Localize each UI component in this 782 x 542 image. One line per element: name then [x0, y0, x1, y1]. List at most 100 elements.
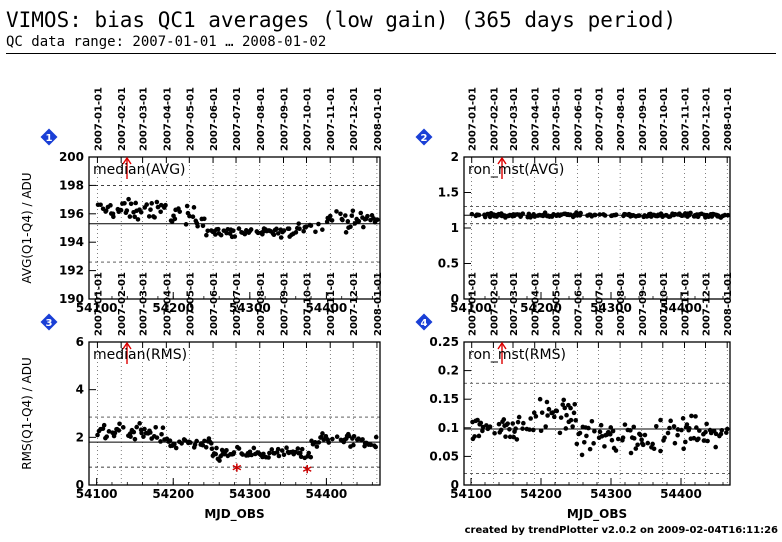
page-title: VIMOS: bias QC1 averages (low gain) (365…	[6, 8, 677, 32]
data-point	[579, 452, 585, 458]
data-point	[507, 426, 512, 432]
plot-frame	[463, 341, 731, 486]
data-point	[160, 425, 166, 431]
data-point	[668, 418, 673, 424]
data-point	[118, 207, 124, 213]
data-point	[658, 417, 663, 423]
date-tick-label: 2007-10-01	[302, 87, 313, 151]
date-tick-label: 2007-04-01	[162, 272, 173, 336]
data-point	[622, 422, 628, 427]
data-point	[543, 424, 548, 429]
data-point	[675, 427, 681, 432]
data-point	[351, 433, 357, 439]
y-tick-label: 0.25	[429, 335, 459, 349]
data-point	[492, 430, 497, 436]
data-point	[191, 205, 197, 210]
data-point	[202, 438, 207, 444]
x-axis-label: MJD_OBS	[204, 507, 264, 522]
data-point	[293, 230, 299, 235]
data-point	[531, 427, 536, 433]
date-tick-label: 2007-05-01	[552, 272, 563, 336]
data-point	[320, 431, 325, 436]
data-point	[705, 438, 710, 444]
data-point	[117, 421, 122, 427]
data-point	[338, 211, 343, 217]
data-point	[586, 425, 591, 431]
data-point	[527, 427, 532, 432]
data-point	[631, 436, 637, 441]
y-tick-label: 4	[76, 383, 84, 397]
data-point	[153, 425, 159, 430]
date-tick-label: 2007-06-01	[573, 272, 584, 336]
data-point	[521, 420, 526, 426]
data-point	[348, 224, 353, 230]
date-tick-label: 2007-05-01	[185, 272, 196, 336]
data-point	[587, 446, 593, 452]
panel-2: 2007-01-01 2007-02-01 2007-03-01 2007-04-01…	[415, 87, 734, 315]
data-point	[628, 428, 633, 433]
date-tick-label: 2007-02-01	[489, 272, 500, 336]
data-point	[528, 416, 533, 421]
date-tick-label: 2007-10-01	[659, 272, 670, 336]
data-point	[134, 424, 140, 430]
data-point	[578, 210, 583, 216]
data-point	[209, 446, 215, 452]
data-point	[478, 420, 484, 426]
y-tick-label: 0.05	[429, 449, 459, 463]
data-point	[269, 447, 275, 452]
arrow-head	[122, 156, 132, 165]
data-point	[149, 201, 155, 206]
date-tick-label: 2007-03-01	[509, 272, 520, 336]
data-point	[680, 416, 686, 421]
date-tick-label: 2007-07-01	[232, 272, 243, 336]
data-point	[329, 218, 335, 223]
date-tick-label: 2007-03-01	[139, 87, 150, 151]
data-point	[163, 202, 168, 208]
data-point	[724, 426, 730, 432]
data-point	[298, 450, 303, 456]
data-point	[351, 442, 356, 448]
data-point	[498, 427, 504, 433]
y-tick-label: 0	[451, 292, 459, 306]
data-point	[514, 437, 520, 442]
data-point	[638, 432, 643, 438]
data-point	[158, 439, 163, 444]
footer-credit: created by trendPlotter v2.0.2 on 2009-0…	[464, 525, 778, 536]
date-tick-label: 2007-06-01	[209, 272, 220, 336]
data-point	[487, 214, 493, 220]
data-point	[592, 212, 598, 218]
data-point	[139, 430, 144, 436]
date-tick-label: 2007-11-01	[326, 272, 337, 336]
data-point	[299, 446, 305, 452]
data-point	[313, 229, 318, 235]
date-tick-label: 2007-08-01	[616, 87, 627, 151]
data-point	[158, 209, 163, 215]
date-tick-label: 2007-03-01	[139, 272, 150, 336]
x-tick-label: 54400	[660, 301, 702, 315]
title-divider	[6, 53, 776, 54]
data-point	[570, 424, 575, 429]
data-point	[135, 217, 141, 222]
data-point	[503, 434, 508, 439]
data-point	[719, 427, 725, 433]
data-point	[636, 213, 642, 218]
data-point	[725, 212, 731, 218]
data-point	[266, 455, 271, 460]
data-point	[598, 422, 604, 428]
data-point	[103, 208, 109, 214]
data-point	[501, 417, 507, 422]
data-point	[281, 228, 287, 233]
data-point	[231, 450, 237, 455]
panel-label: median(RMS)	[93, 347, 187, 363]
y-tick-label: 6	[76, 335, 84, 349]
y-tick-label: 198	[59, 178, 84, 192]
date-tick-label: 2007-11-01	[681, 87, 692, 151]
y-tick-label: 0	[451, 478, 459, 492]
data-point	[281, 452, 287, 458]
data-point	[574, 441, 580, 447]
data-point	[581, 439, 587, 445]
data-point	[340, 217, 345, 223]
data-point	[701, 438, 707, 443]
data-point	[146, 214, 152, 219]
data-point	[306, 450, 312, 456]
